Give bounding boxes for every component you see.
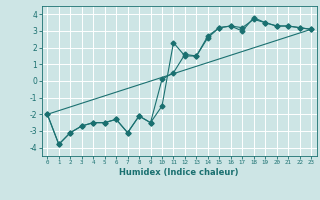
X-axis label: Humidex (Indice chaleur): Humidex (Indice chaleur) <box>119 168 239 177</box>
